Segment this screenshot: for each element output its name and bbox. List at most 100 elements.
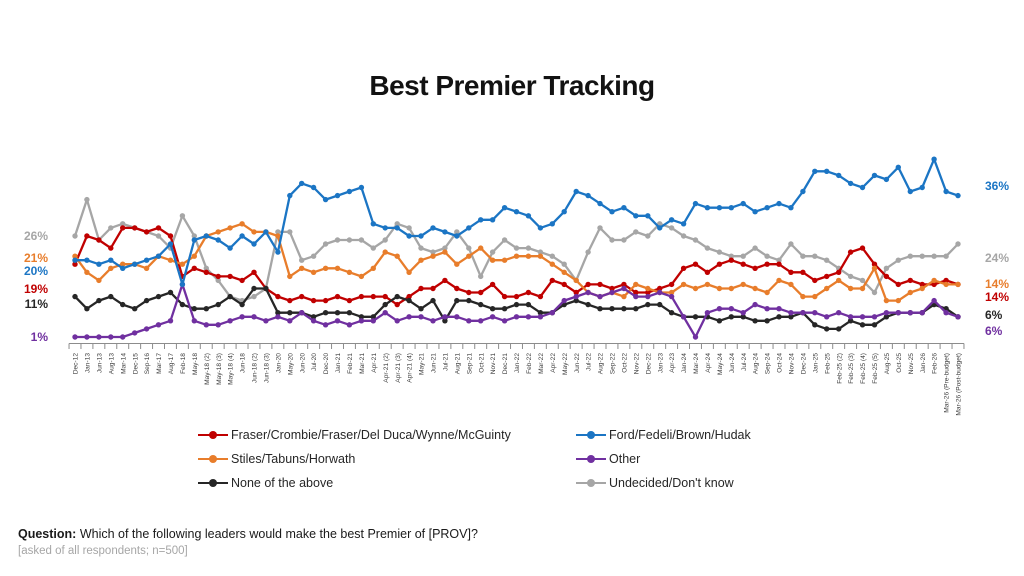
series-liberal: [72, 225, 961, 308]
line-dot-marker-icon: [576, 455, 606, 464]
data-point: [239, 233, 245, 239]
data-point: [108, 245, 114, 251]
x-axis-label: May-18: [192, 353, 199, 375]
x-axis-label: Jan-20: [275, 353, 282, 373]
data-point: [609, 289, 615, 296]
data-point: [609, 209, 615, 215]
data-point: [430, 253, 436, 259]
data-point: [859, 322, 866, 328]
data-point: [418, 285, 424, 292]
data-point: [573, 188, 579, 195]
data-point: [943, 277, 949, 284]
data-point: [573, 289, 579, 296]
data-point: [227, 293, 233, 300]
data-point: [155, 293, 162, 300]
data-point: [442, 249, 448, 255]
x-axis: [68, 343, 965, 349]
data-point: [370, 221, 376, 227]
data-point: [728, 253, 734, 259]
data-point: [609, 285, 615, 292]
x-axis-label: Dec-24: [800, 353, 807, 375]
data-point: [859, 245, 866, 251]
x-axis-label: Apr-23: [669, 353, 676, 373]
x-axis-label: May-18 (3): [216, 353, 223, 385]
x-axis-label: Sep-16: [144, 353, 151, 375]
data-point: [143, 297, 150, 304]
data-point: [680, 265, 687, 271]
data-point: [108, 257, 114, 263]
data-point: [478, 245, 484, 251]
data-point: [847, 273, 854, 280]
data-point: [585, 281, 591, 288]
data-point: [478, 217, 484, 223]
data-point: [442, 277, 448, 284]
x-axis-label: Mar-14: [120, 353, 127, 374]
data-point: [167, 257, 174, 263]
data-point: [215, 322, 221, 328]
x-axis-label: Dec-15: [132, 353, 139, 375]
data-point: [561, 209, 567, 215]
data-point: [287, 273, 293, 280]
data-point: [143, 326, 150, 332]
data-point: [513, 314, 520, 320]
data-point: [549, 221, 555, 227]
data-point: [406, 293, 412, 300]
data-point: [573, 277, 579, 284]
end-value-label: 14%: [985, 290, 1009, 304]
x-axis-label: Jun-20: [299, 353, 306, 373]
data-point: [513, 245, 520, 251]
data-point: [752, 301, 758, 308]
data-point: [275, 249, 281, 255]
legend-item-ndp: Stiles/Tabuns/Horwath: [198, 447, 511, 471]
data-point: [704, 269, 711, 275]
data-point: [692, 314, 699, 320]
data-point: [382, 301, 388, 308]
data-point: [382, 225, 388, 231]
x-axis-label: May-18 (4): [228, 353, 235, 385]
legend-column-left: Fraser/Crombie/Fraser/Del Duca/Wynne/McG…: [198, 423, 511, 495]
x-axis-label: May-21: [419, 353, 426, 375]
data-point: [764, 205, 770, 211]
x-axis-label: Nov-22: [633, 353, 640, 375]
x-axis-label: Oct-24: [777, 353, 784, 373]
data-point: [812, 293, 818, 300]
data-point: [501, 306, 508, 312]
data-point: [668, 225, 675, 231]
x-axis-label: Dec-22: [645, 353, 652, 375]
data-point: [704, 205, 711, 211]
data-point: [907, 277, 913, 284]
data-point: [859, 285, 866, 292]
data-point: [764, 306, 770, 312]
data-point: [466, 253, 472, 259]
data-point: [203, 322, 209, 328]
data-point: [418, 314, 424, 320]
x-axis-label: Mar-17: [156, 353, 163, 374]
data-point: [155, 225, 162, 231]
data-point: [776, 314, 782, 320]
x-axis-label: Apr-22: [550, 353, 557, 373]
x-axis-label: Feb-25 (3): [848, 353, 855, 384]
data-point: [668, 310, 675, 316]
data-point: [525, 289, 532, 296]
x-axis-label: Feb-18: [180, 353, 187, 374]
data-point: [299, 180, 305, 187]
x-axis-label: Feb-26: [932, 353, 939, 374]
data-point: [84, 306, 90, 312]
data-point: [120, 261, 126, 267]
x-axis-label: Feb-22: [526, 353, 533, 374]
data-point: [561, 261, 567, 267]
data-point: [597, 293, 603, 300]
legend-item-undecided: Undecided/Don't know: [576, 471, 751, 495]
data-point: [812, 253, 818, 259]
data-point: [657, 285, 663, 292]
end-value-label: 24%: [985, 251, 1009, 265]
legend-item-pc: Ford/Fedeli/Brown/Hudak: [576, 423, 751, 447]
data-point: [716, 261, 723, 267]
data-point: [84, 269, 90, 275]
value-labels: 26% 21%20% 19%11% 1% 36% 24% 14%14% 6% 6%: [24, 179, 1009, 344]
data-point: [251, 285, 257, 292]
data-point: [299, 310, 305, 316]
data-point: [943, 281, 949, 288]
data-point: [704, 310, 711, 316]
data-point: [191, 265, 197, 271]
